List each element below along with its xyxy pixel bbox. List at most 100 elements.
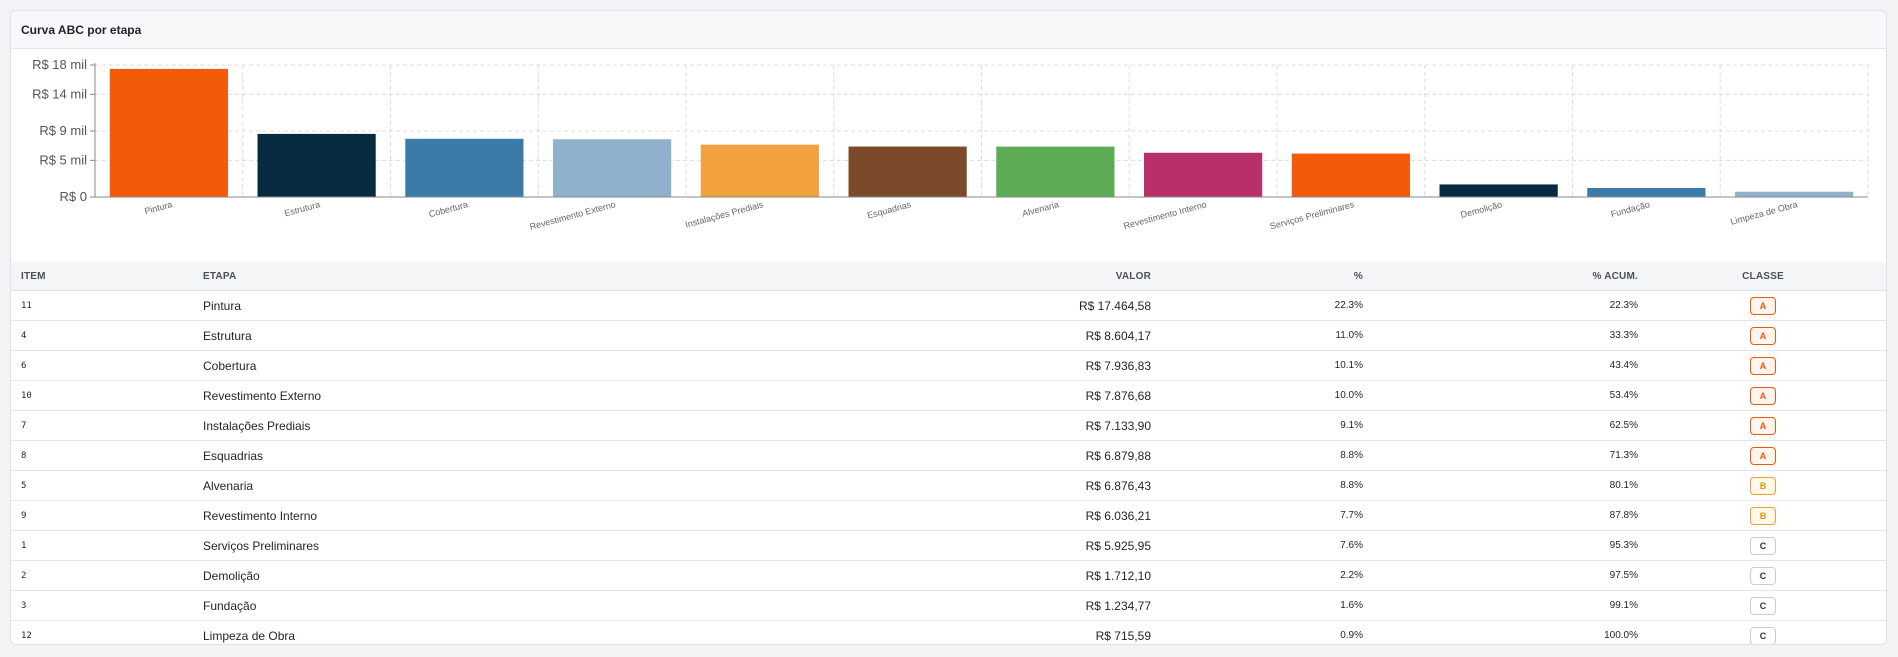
col-header-acum[interactable]: % ACUM.: [1363, 262, 1638, 291]
table-row[interactable]: 11 Pintura R$ 17.464,58 22.3% 22.3% A: [11, 290, 1886, 321]
y-tick-label: R$ 0: [60, 189, 87, 204]
bar[interactable]: [405, 138, 524, 197]
class-badge: C: [1750, 626, 1776, 644]
chart-svg: R$ 0 R$ 5 mil R$ 9 mil R$ 14 mil R$ 18 mil Pi…: [32, 57, 1869, 232]
table-row[interactable]: 9 Revestimento Interno R$ 6.036,21 7.7% 87.8…: [11, 500, 1886, 531]
cell-classe: B: [1638, 470, 1886, 501]
class-badge: C: [1750, 536, 1776, 555]
table-row[interactable]: 7 Instalações Prediais R$ 7.133,90 9.1% 62.5…: [11, 410, 1886, 441]
cell-valor: R$ 5.925,95: [583, 530, 1151, 561]
class-badge: B: [1750, 476, 1776, 495]
table-body: 11 Pintura R$ 17.464,58 22.3% 22.3% A 4 Estrutu…: [11, 290, 1886, 644]
card-header: Curva ABC por etapa: [11, 11, 1886, 49]
table-row[interactable]: 8 Esquadrias R$ 6.879,88 8.8% 71.3% A: [11, 440, 1886, 471]
class-badge: C: [1750, 596, 1776, 615]
col-header-classe[interactable]: CLASSE: [1638, 262, 1886, 291]
cell-classe: C: [1638, 560, 1886, 591]
cell-acum: 100.0%: [1363, 620, 1638, 644]
cell-etapa: Limpeza de Obra: [203, 620, 583, 644]
cell-classe: A: [1638, 350, 1886, 381]
x-tick-label: Fundação: [1610, 199, 1651, 219]
cell-etapa: Revestimento Interno: [203, 500, 583, 531]
cell-pct: 9.1%: [1151, 410, 1363, 441]
cell-etapa: Demolição: [203, 560, 583, 591]
x-tick-label: Estrutura: [283, 199, 321, 218]
bar[interactable]: [553, 139, 672, 197]
bar[interactable]: [1439, 184, 1558, 197]
cell-classe: A: [1638, 410, 1886, 441]
x-tick-label: Revestimento Interno: [1122, 199, 1207, 231]
cell-etapa: Esquadrias: [203, 440, 583, 471]
cell-pct: 0.9%: [1151, 620, 1363, 644]
cell-valor: R$ 6.879,88: [583, 440, 1151, 471]
cell-classe: A: [1638, 380, 1886, 411]
cell-pct: 8.8%: [1151, 470, 1363, 501]
cell-etapa: Estrutura: [203, 320, 583, 351]
bar[interactable]: [109, 68, 228, 197]
table-row[interactable]: 5 Alvenaria R$ 6.876,43 8.8% 80.1% B: [11, 470, 1886, 501]
abc-curve-card: Curva ABC por etapa R$ 0 R$ 5 mil R$ 9 mil…: [10, 10, 1887, 645]
x-tick-label: Revestimento Externo: [529, 199, 617, 232]
cell-valor: R$ 8.604,17: [583, 320, 1151, 351]
table-row[interactable]: 1 Serviços Preliminares R$ 5.925,95 7.6% 95.…: [11, 530, 1886, 561]
cell-classe: B: [1638, 500, 1886, 531]
col-header-valor[interactable]: VALOR: [583, 262, 1151, 291]
cell-item: 4: [11, 320, 203, 351]
cell-classe: C: [1638, 620, 1886, 644]
class-badge: A: [1750, 296, 1776, 315]
col-header-etapa[interactable]: ETAPA: [203, 262, 583, 291]
col-header-item[interactable]: ITEM: [11, 262, 203, 291]
cell-classe: A: [1638, 320, 1886, 351]
y-tick-label: R$ 18 mil: [32, 57, 87, 72]
bar[interactable]: [848, 146, 967, 197]
cell-acum: 95.3%: [1363, 530, 1638, 561]
x-tick-label: Limpeza de Obra: [1729, 199, 1798, 227]
bar[interactable]: [1587, 187, 1706, 197]
cell-item: 7: [11, 410, 203, 441]
cell-item: 8: [11, 440, 203, 471]
cell-item: 1: [11, 530, 203, 561]
table-row[interactable]: 2 Demolição R$ 1.712,10 2.2% 97.5% C: [11, 560, 1886, 591]
cell-valor: R$ 7.936,83: [583, 350, 1151, 381]
card-title: Curva ABC por etapa: [21, 22, 142, 37]
table-row[interactable]: 12 Limpeza de Obra R$ 715,59 0.9% 100.0% C: [11, 620, 1886, 644]
x-tick-label: Cobertura: [428, 199, 469, 219]
bar[interactable]: [1144, 152, 1263, 197]
class-badge: A: [1750, 386, 1776, 405]
cell-acum: 87.8%: [1363, 500, 1638, 531]
abc-bar-chart: R$ 0 R$ 5 mil R$ 9 mil R$ 14 mil R$ 18 mil Pi…: [11, 50, 1886, 272]
cell-etapa: Cobertura: [203, 350, 583, 381]
cell-etapa: Pintura: [203, 290, 583, 321]
class-badge: A: [1750, 326, 1776, 345]
bar[interactable]: [1735, 191, 1854, 197]
cell-item: 11: [11, 290, 203, 321]
bar[interactable]: [700, 144, 819, 197]
cell-acum: 71.3%: [1363, 440, 1638, 471]
bar[interactable]: [996, 146, 1115, 197]
table-header-row: ITEM ETAPA VALOR % % ACUM. CLASSE: [11, 262, 1886, 291]
cell-valor: R$ 17.464,58: [583, 290, 1151, 321]
cell-classe: C: [1638, 530, 1886, 561]
class-badge: A: [1750, 446, 1776, 465]
cell-item: 3: [11, 590, 203, 621]
table-row[interactable]: 6 Cobertura R$ 7.936,83 10.1% 43.4% A: [11, 350, 1886, 381]
col-header-pct[interactable]: %: [1151, 262, 1363, 291]
cell-etapa: Revestimento Externo: [203, 380, 583, 411]
class-badge: A: [1750, 416, 1776, 435]
table-row[interactable]: 4 Estrutura R$ 8.604,17 11.0% 33.3% A: [11, 320, 1886, 351]
cell-pct: 1.6%: [1151, 590, 1363, 621]
cell-pct: 10.0%: [1151, 380, 1363, 411]
cell-pct: 8.8%: [1151, 440, 1363, 471]
y-tick-label: R$ 5 mil: [39, 152, 87, 167]
table-row[interactable]: 3 Fundação R$ 1.234,77 1.6% 99.1% C: [11, 590, 1886, 621]
bar[interactable]: [257, 133, 376, 197]
cell-item: 5: [11, 470, 203, 501]
cell-acum: 99.1%: [1363, 590, 1638, 621]
cell-pct: 11.0%: [1151, 320, 1363, 351]
cell-valor: R$ 1.712,10: [583, 560, 1151, 591]
cell-pct: 7.7%: [1151, 500, 1363, 531]
x-tick-label: Alvenaria: [1021, 199, 1060, 218]
bar[interactable]: [1291, 153, 1410, 197]
cell-acum: 62.5%: [1363, 410, 1638, 441]
table-row[interactable]: 10 Revestimento Externo R$ 7.876,68 10.0% 53…: [11, 380, 1886, 411]
